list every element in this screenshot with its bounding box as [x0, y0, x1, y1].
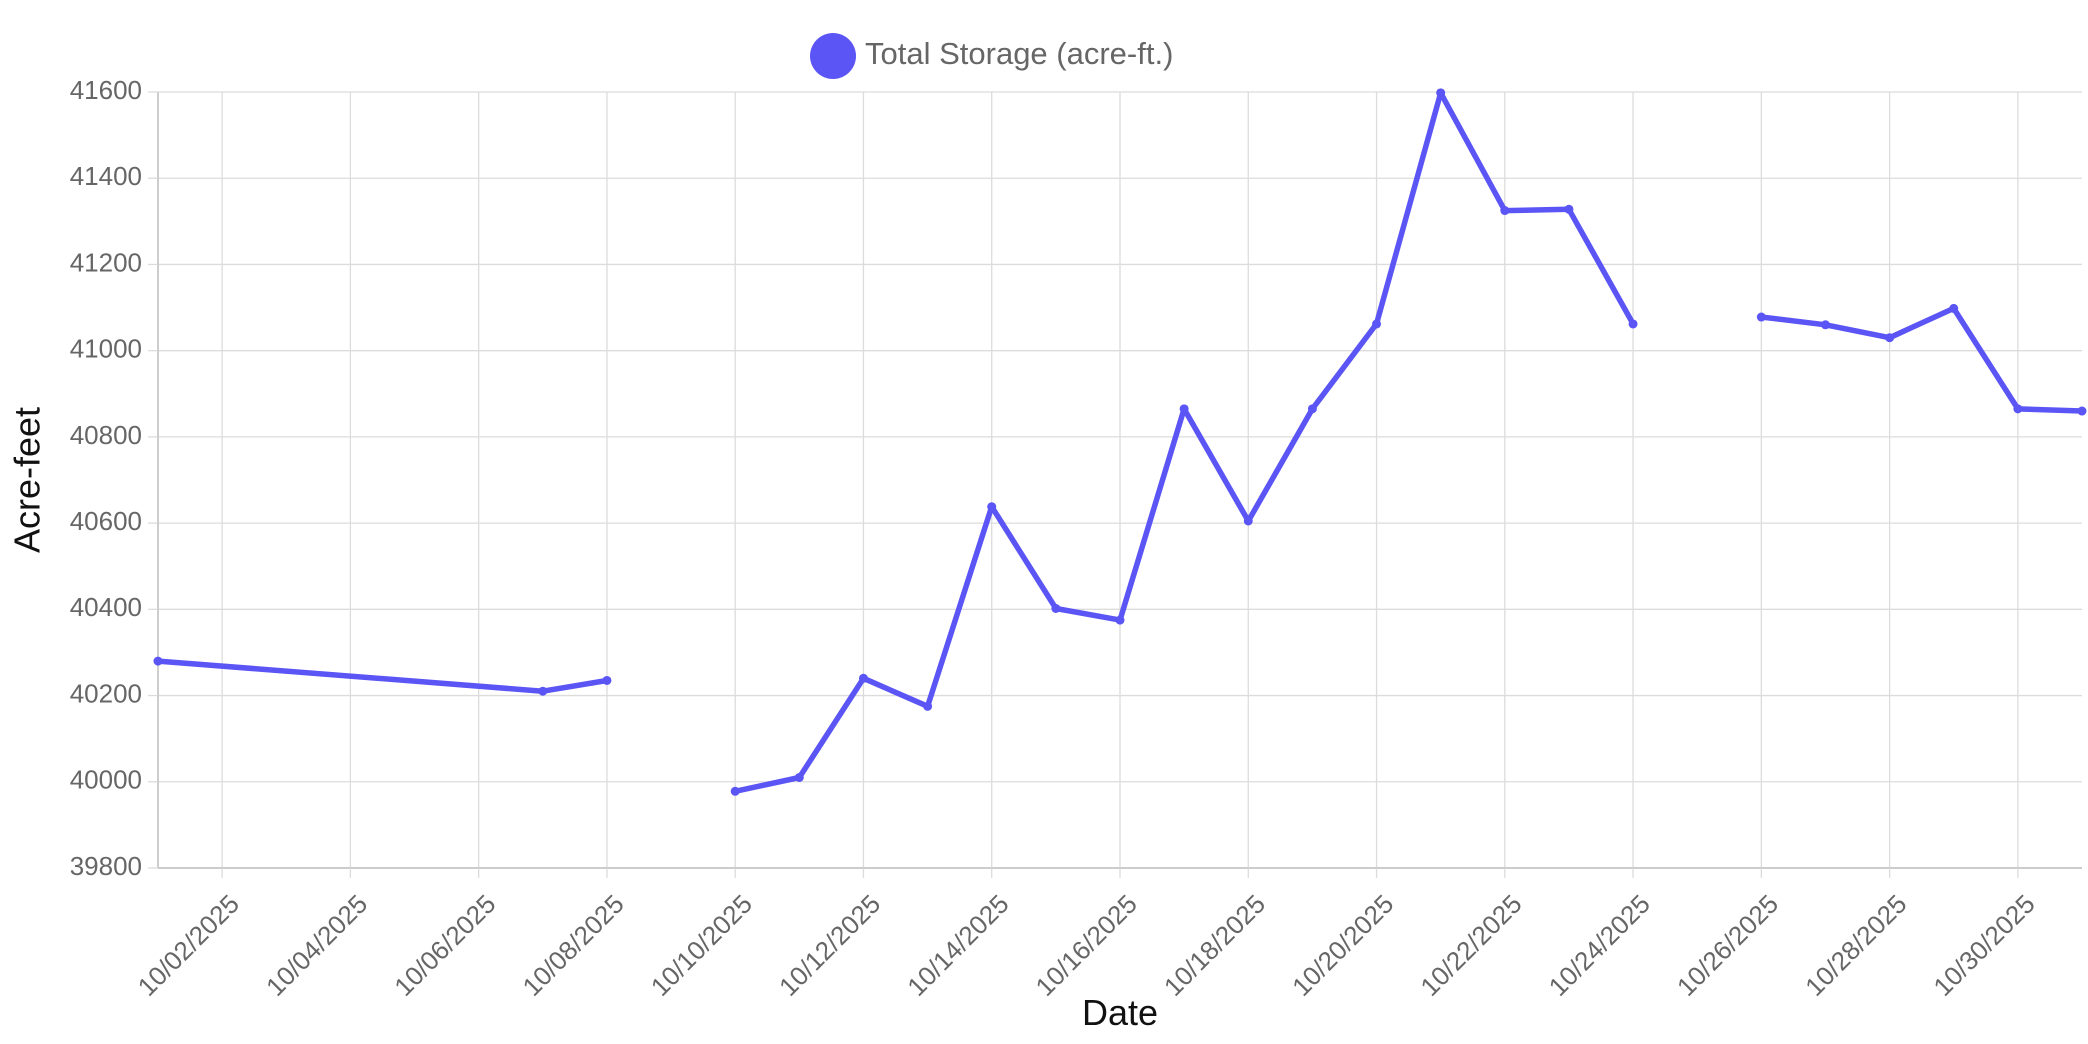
- y-axis-ticks: 39800 40000 40200 40400 40600 40800 41000 41200…: [70, 75, 158, 881]
- x-tick-label: 10/14/2025: [901, 889, 1014, 1002]
- x-tick-label: 10/06/2025: [388, 889, 501, 1002]
- data-point[interactable]: [987, 502, 997, 512]
- x-tick-label: 10/04/2025: [260, 889, 373, 1002]
- data-point[interactable]: [1115, 615, 1125, 625]
- x-axis-ticks: 10/02/2025 10/04/2025 10/06/2025 10/08/2025…: [132, 868, 2041, 1002]
- x-tick-label: 10/18/2025: [1158, 889, 1271, 1002]
- series-line-segment: [732, 90, 1636, 795]
- y-tick-label: 40000: [70, 765, 142, 795]
- y-tick-label: 41000: [70, 334, 142, 364]
- data-point[interactable]: [153, 656, 163, 666]
- y-tick-label: 40600: [70, 506, 142, 536]
- data-point[interactable]: [2077, 406, 2087, 416]
- legend-label: Total Storage (acre-ft.): [865, 36, 1173, 71]
- x-tick-label: 10/20/2025: [1286, 889, 1399, 1002]
- series-line-segment: [155, 658, 610, 694]
- data-point[interactable]: [1564, 204, 1574, 214]
- data-point[interactable]: [923, 701, 933, 711]
- x-tick-label: 10/22/2025: [1414, 889, 1527, 1002]
- grid: [158, 91, 2082, 869]
- data-point[interactable]: [1051, 603, 1061, 613]
- y-tick-label: 41200: [70, 247, 142, 277]
- data-point[interactable]: [538, 686, 548, 696]
- y-tick-label: 41600: [70, 75, 142, 105]
- data-point[interactable]: [1820, 320, 1830, 330]
- data-point[interactable]: [858, 673, 868, 683]
- x-tick-label: 10/08/2025: [517, 889, 630, 1002]
- x-tick-label: 10/30/2025: [1927, 889, 2040, 1002]
- y-tick-label: 39800: [70, 851, 142, 881]
- data-point[interactable]: [2013, 404, 2023, 414]
- x-tick-label: 10/26/2025: [1671, 889, 1784, 1002]
- data-point[interactable]: [1628, 319, 1638, 329]
- x-tick-label: 10/28/2025: [1799, 889, 1912, 1002]
- data-point[interactable]: [1949, 303, 1959, 313]
- data-point[interactable]: [794, 772, 804, 782]
- legend[interactable]: Total Storage (acre-ft.): [810, 33, 1173, 79]
- x-axis-title: Date: [1082, 992, 1158, 1033]
- x-tick-label: 10/10/2025: [645, 889, 758, 1002]
- legend-swatch: [810, 33, 856, 79]
- y-tick-label: 41400: [70, 161, 142, 191]
- data-point[interactable]: [1307, 404, 1317, 414]
- x-tick-label: 10/24/2025: [1543, 889, 1656, 1002]
- series-line-segment: [1758, 305, 2085, 414]
- y-axis-title: Acre-feet: [7, 407, 48, 553]
- series-layer: [153, 88, 2087, 796]
- y-tick-label: 40800: [70, 420, 142, 450]
- data-point[interactable]: [1500, 206, 1510, 216]
- data-point[interactable]: [730, 786, 740, 796]
- data-point[interactable]: [1885, 333, 1895, 343]
- data-point[interactable]: [1372, 319, 1382, 329]
- data-point[interactable]: [1436, 88, 1446, 98]
- data-point[interactable]: [602, 675, 612, 685]
- x-tick-label: 10/16/2025: [1030, 889, 1143, 1002]
- data-point[interactable]: [1756, 312, 1766, 322]
- x-tick-label: 10/12/2025: [773, 889, 886, 1002]
- y-tick-label: 40400: [70, 592, 142, 622]
- y-tick-label: 40200: [70, 678, 142, 708]
- data-point[interactable]: [1243, 516, 1253, 526]
- x-tick-label: 10/02/2025: [132, 889, 245, 1002]
- data-point[interactable]: [1179, 404, 1189, 414]
